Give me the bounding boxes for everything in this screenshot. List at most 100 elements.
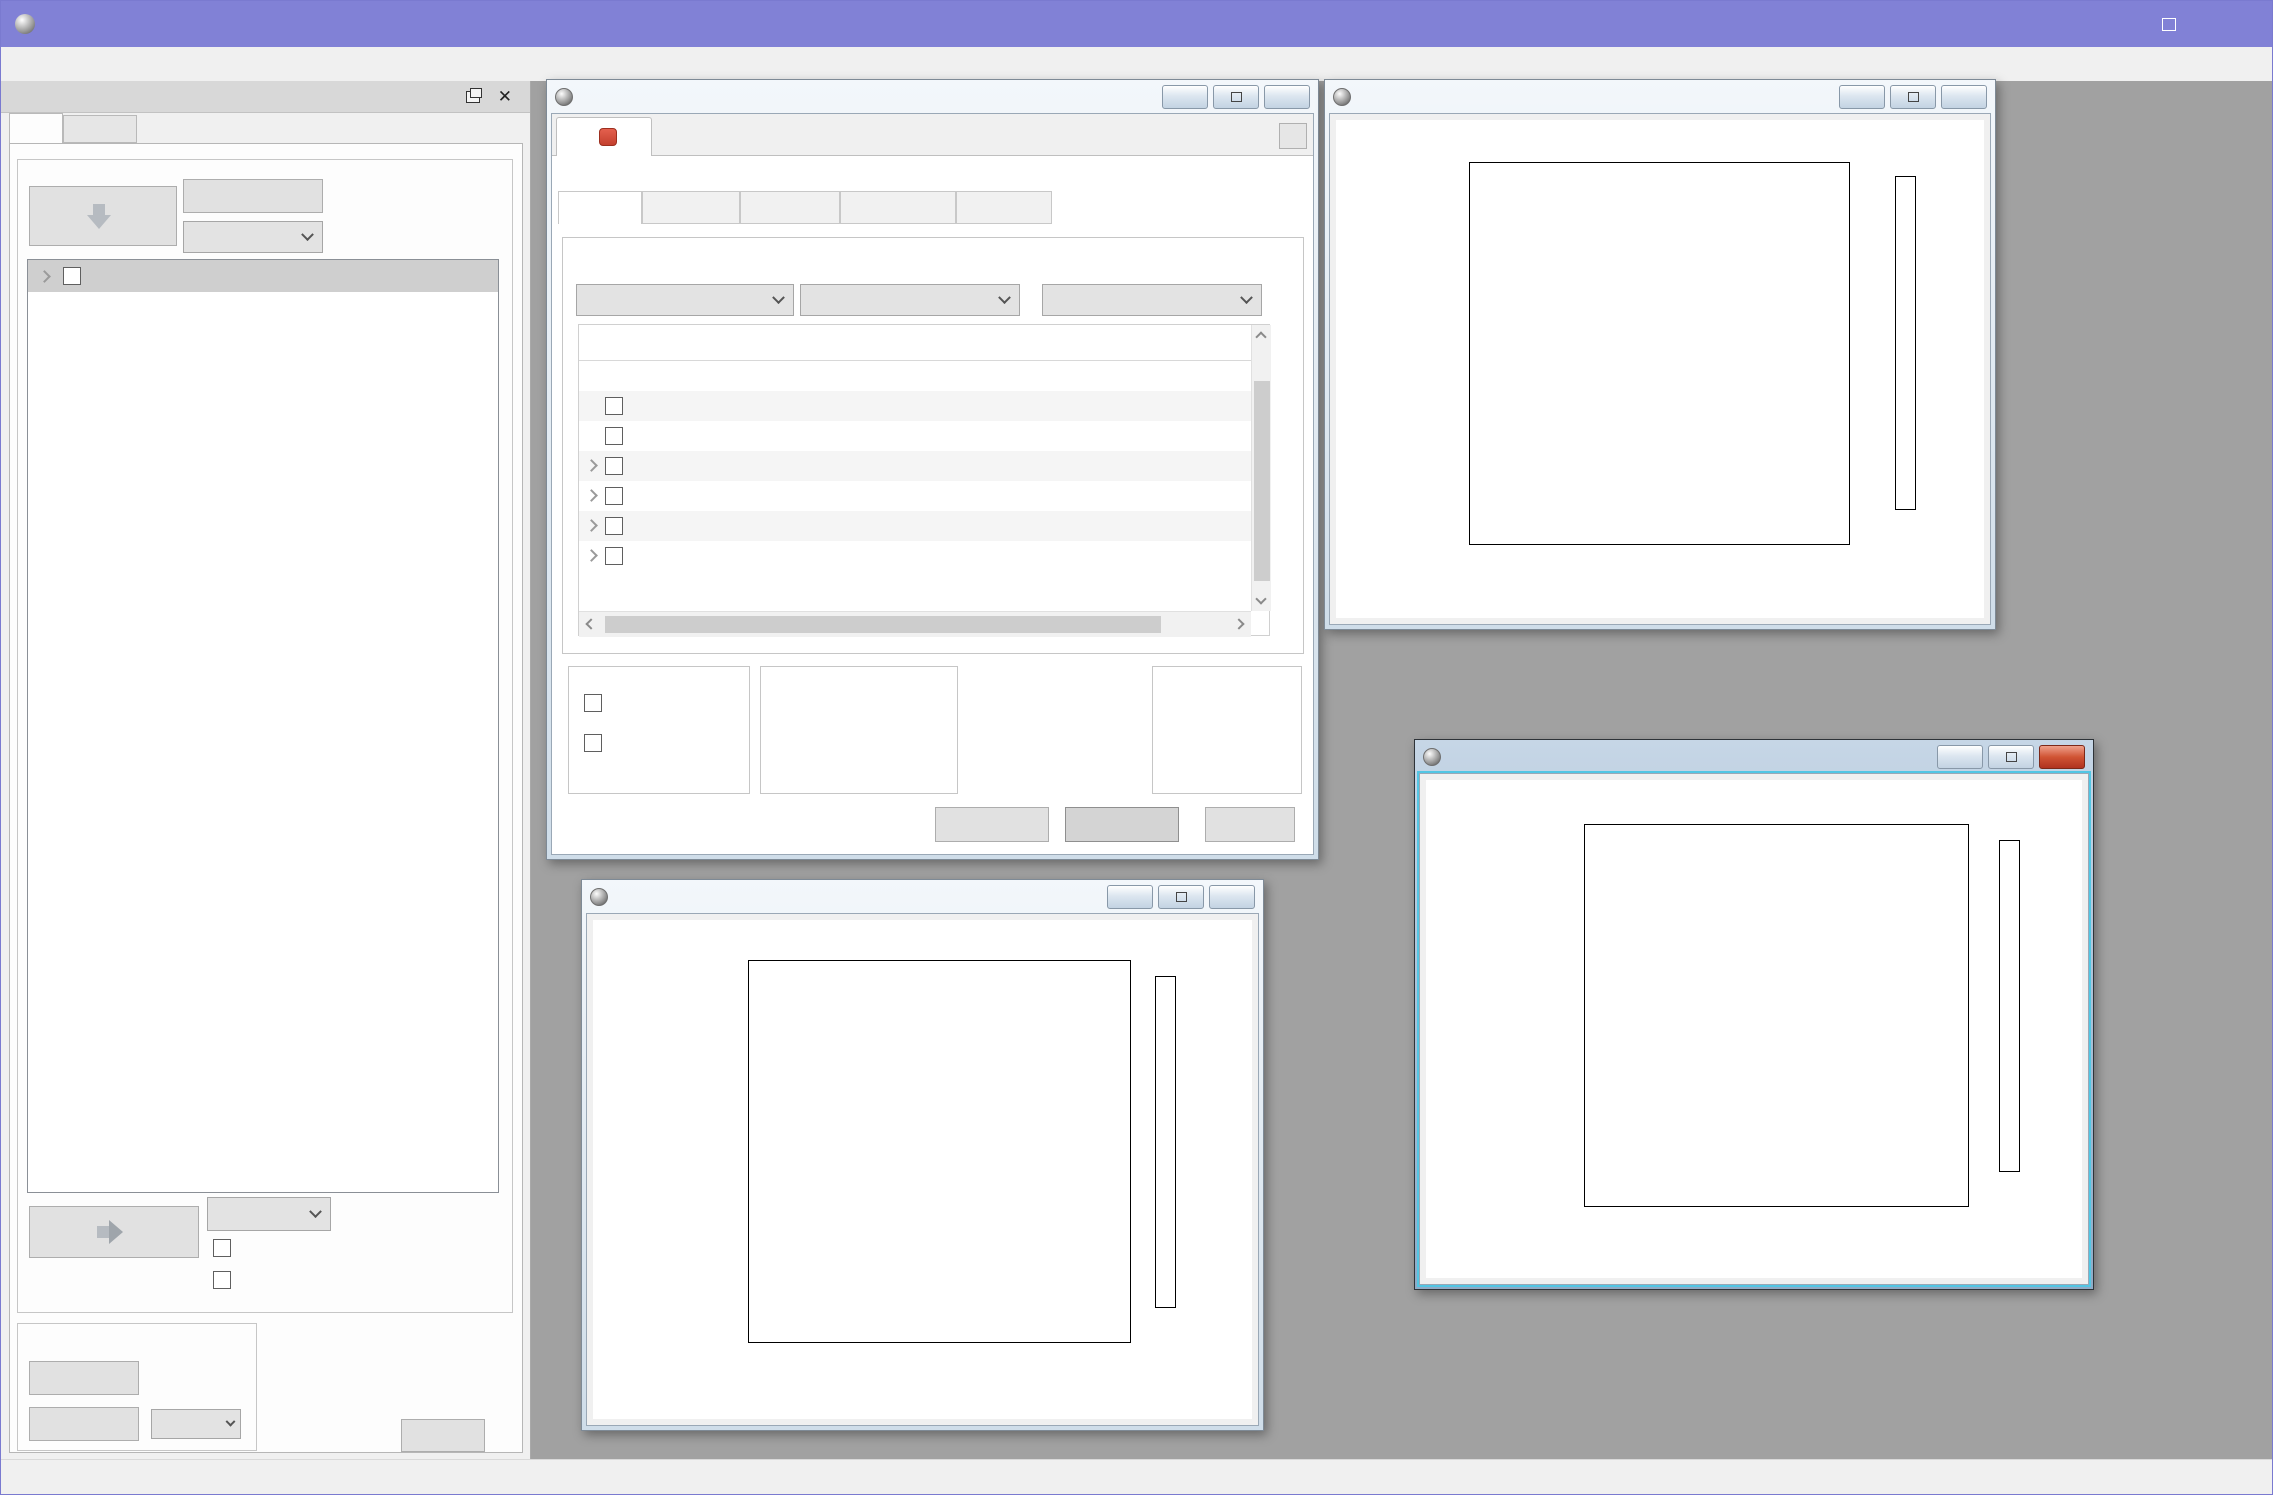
maximize-icon[interactable] bbox=[1213, 84, 1259, 109]
graph1-titlebar[interactable] bbox=[1325, 80, 1995, 113]
fitting-error-groupbox bbox=[1152, 666, 1302, 794]
batch-mode-checkbox[interactable] bbox=[213, 1239, 231, 1257]
menu-view[interactable] bbox=[61, 47, 91, 81]
perspective-dropdown[interactable] bbox=[207, 1197, 331, 1231]
param-checkbox[interactable] bbox=[605, 397, 623, 415]
expand-chevron-icon[interactable] bbox=[585, 519, 598, 532]
heatmap-canvas[interactable] bbox=[1585, 825, 1968, 1206]
expand-chevron-icon[interactable] bbox=[585, 549, 598, 562]
magnetism-checkbox[interactable] bbox=[584, 734, 602, 752]
tab-polydispersity bbox=[840, 191, 956, 224]
param-row-sld[interactable] bbox=[579, 391, 1251, 421]
menu-analysis[interactable] bbox=[121, 47, 151, 81]
float-dock-icon[interactable] bbox=[465, 87, 482, 103]
graph3-titlebar[interactable] bbox=[582, 880, 1263, 913]
load-data-button[interactable] bbox=[29, 186, 177, 246]
parameter-table bbox=[578, 324, 1271, 637]
maximize-icon[interactable] bbox=[2134, 1, 2204, 47]
data-explorer-header: ✕ bbox=[1, 81, 530, 113]
fit-button[interactable] bbox=[1065, 807, 1179, 842]
menu-window[interactable] bbox=[181, 47, 211, 81]
fitpage-tabbar bbox=[552, 114, 1313, 156]
close-dock-icon[interactable]: ✕ bbox=[497, 87, 512, 106]
swap-data-checkbox[interactable] bbox=[213, 1271, 231, 1289]
category-dropdown[interactable] bbox=[576, 284, 794, 316]
heatmap-canvas[interactable] bbox=[1470, 163, 1849, 544]
heatmap-plot[interactable] bbox=[1469, 162, 1850, 545]
data-tree-row[interactable] bbox=[28, 260, 498, 292]
maximize-icon[interactable] bbox=[1890, 84, 1936, 109]
tab-model[interactable] bbox=[558, 191, 642, 224]
scroll-right-icon[interactable] bbox=[1233, 618, 1245, 630]
param-row-phi[interactable] bbox=[579, 541, 1251, 571]
colorbar bbox=[1155, 976, 1176, 1308]
dataset-checkbox[interactable] bbox=[63, 267, 81, 285]
scrollbar-thumb[interactable] bbox=[1254, 381, 1270, 581]
minimize-icon[interactable] bbox=[1107, 884, 1153, 909]
close-icon[interactable] bbox=[1264, 84, 1310, 109]
window-icon bbox=[590, 887, 608, 906]
menu-file[interactable] bbox=[1, 47, 31, 81]
heatmap-plot[interactable] bbox=[748, 960, 1131, 1343]
menu-fitting[interactable] bbox=[151, 47, 181, 81]
close-icon[interactable] bbox=[2204, 1, 2272, 47]
fit-panel-body bbox=[551, 113, 1314, 855]
param-row-theta[interactable] bbox=[579, 511, 1251, 541]
maximize-icon[interactable] bbox=[1988, 744, 2034, 769]
expand-chevron-icon[interactable] bbox=[585, 459, 598, 472]
param-row-sld-solvent[interactable] bbox=[579, 421, 1251, 451]
close-icon[interactable] bbox=[1941, 84, 1987, 109]
heatmap-canvas[interactable] bbox=[749, 961, 1130, 1342]
menu-tool[interactable] bbox=[91, 47, 121, 81]
close-icon[interactable] bbox=[1209, 884, 1255, 909]
polydispersity-checkbox[interactable] bbox=[584, 694, 602, 712]
heatmap-plot[interactable] bbox=[1584, 824, 1969, 1207]
add-fitpage-button[interactable] bbox=[1279, 123, 1307, 149]
main-titlebar[interactable] bbox=[1, 1, 2272, 47]
minimize-icon[interactable] bbox=[2064, 1, 2134, 47]
maximize-icon[interactable] bbox=[1158, 884, 1204, 909]
scrollbar-thumb[interactable] bbox=[605, 616, 1161, 633]
compute-plot-button[interactable] bbox=[935, 807, 1049, 842]
param-row-radius[interactable] bbox=[579, 451, 1251, 481]
close-fitpage-icon[interactable] bbox=[598, 128, 617, 146]
param-checkbox[interactable] bbox=[605, 487, 623, 505]
select-all-dropdown[interactable] bbox=[183, 221, 323, 253]
param-checkbox[interactable] bbox=[605, 517, 623, 535]
expand-chevron-icon[interactable] bbox=[585, 489, 598, 502]
close-icon[interactable] bbox=[2039, 744, 2085, 769]
graph3-window bbox=[581, 879, 1264, 1431]
create-new-button[interactable] bbox=[29, 1361, 139, 1395]
append-to-button[interactable] bbox=[29, 1407, 139, 1441]
tab-theory[interactable] bbox=[63, 115, 137, 143]
menu-edit[interactable] bbox=[31, 47, 61, 81]
fit-help-button[interactable] bbox=[1205, 807, 1295, 842]
param-checkbox[interactable] bbox=[605, 427, 623, 445]
model-name-dropdown[interactable] bbox=[800, 284, 1020, 316]
tab-fit-options[interactable] bbox=[642, 191, 740, 224]
expand-chevron-icon[interactable] bbox=[38, 269, 51, 283]
tab-resolution[interactable] bbox=[740, 191, 840, 224]
param-checkbox[interactable] bbox=[605, 457, 623, 475]
fit-panel-titlebar[interactable] bbox=[547, 80, 1318, 113]
param-row-length[interactable] bbox=[579, 481, 1251, 511]
explorer-help-button[interactable] bbox=[401, 1419, 485, 1452]
graph2-titlebar[interactable] bbox=[1415, 740, 2093, 773]
scroll-up-icon[interactable] bbox=[1255, 331, 1267, 343]
tab-data[interactable] bbox=[9, 113, 63, 143]
append-graph-dropdown[interactable] bbox=[151, 1409, 241, 1439]
send-data-button[interactable] bbox=[29, 1206, 199, 1258]
fitpage-tab[interactable] bbox=[556, 117, 652, 156]
horizontal-scrollbar[interactable] bbox=[579, 611, 1251, 637]
scroll-down-icon[interactable] bbox=[1255, 593, 1267, 605]
menu-help[interactable] bbox=[211, 47, 241, 81]
vertical-scrollbar[interactable] bbox=[1251, 325, 1271, 611]
graph2-window bbox=[1414, 739, 2094, 1290]
param-checkbox[interactable] bbox=[605, 547, 623, 565]
delete-data-button[interactable] bbox=[183, 179, 323, 213]
minimize-icon[interactable] bbox=[1839, 84, 1885, 109]
scroll-left-icon[interactable] bbox=[585, 618, 597, 630]
structure-factor-dropdown[interactable] bbox=[1042, 284, 1262, 316]
minimize-icon[interactable] bbox=[1937, 744, 1983, 769]
minimize-icon[interactable] bbox=[1162, 84, 1208, 109]
